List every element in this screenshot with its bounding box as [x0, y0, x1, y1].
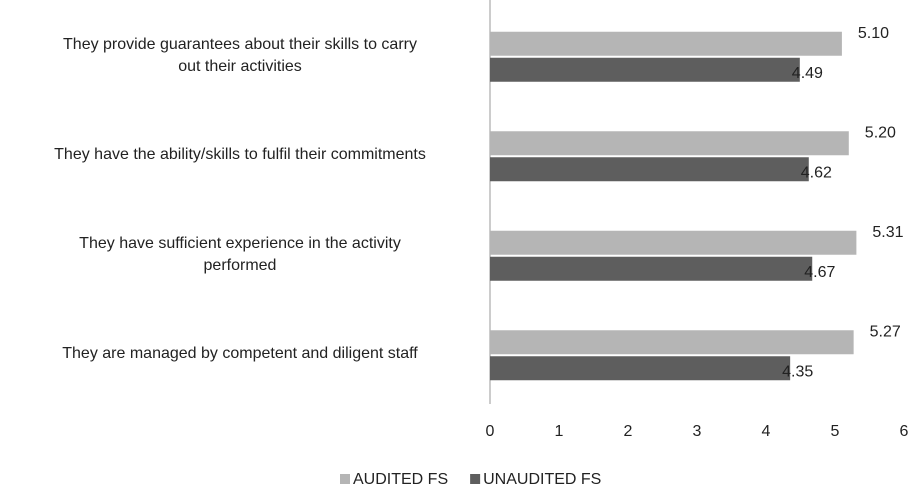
bar — [490, 230, 857, 255]
value-label: 5.10 — [858, 25, 889, 42]
category-label: They have sufficient experience in the a… — [79, 234, 401, 274]
bar — [490, 256, 813, 281]
legend-swatch — [470, 474, 481, 484]
bar — [490, 157, 809, 182]
legend-label: UNAUDITED FS — [483, 471, 601, 488]
bar — [490, 330, 854, 355]
x-tick-label: 1 — [555, 423, 564, 440]
bar — [490, 131, 849, 156]
category-label: They are managed by competent and dilige… — [62, 345, 418, 363]
value-label: 4.67 — [804, 264, 835, 281]
x-tick-label: 3 — [693, 423, 702, 440]
legend-label: AUDITED FS — [353, 471, 448, 488]
value-label: 4.35 — [782, 363, 813, 380]
value-label: 5.27 — [870, 323, 901, 340]
x-tick-label: 0 — [486, 423, 495, 440]
bar — [490, 31, 842, 56]
bar — [490, 57, 800, 82]
value-label: 4.62 — [801, 164, 832, 181]
x-tick-label: 6 — [900, 423, 909, 440]
category-label: They have the ability/skills to fulfil t… — [54, 146, 426, 164]
legend-swatch — [340, 474, 350, 484]
value-label: 5.20 — [865, 124, 896, 141]
x-tick-label: 2 — [624, 423, 633, 440]
value-label: 5.31 — [872, 224, 903, 241]
bar — [490, 356, 791, 381]
category-label: They provide guarantees about their skil… — [63, 35, 417, 75]
x-tick-label: 5 — [831, 423, 840, 440]
x-tick-label: 4 — [762, 423, 771, 440]
value-label: 4.49 — [792, 65, 823, 82]
